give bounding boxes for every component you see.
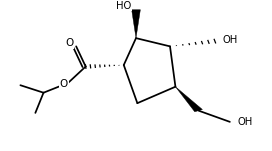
Polygon shape [132,10,140,38]
Text: O: O [60,79,68,90]
Text: OH: OH [222,35,237,45]
Text: OH: OH [237,117,252,127]
Polygon shape [175,87,202,112]
Text: O: O [65,38,73,48]
Text: HO: HO [116,1,131,11]
